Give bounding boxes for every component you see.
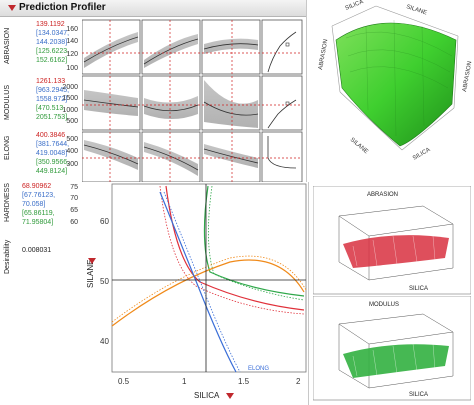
- modulus-prediction: 1261.133: [36, 78, 66, 85]
- tick: 65: [70, 207, 78, 214]
- surface-axis-abrasion-left: ABRASION: [318, 39, 329, 71]
- x-tick: 1: [182, 377, 187, 386]
- tick: 500: [66, 118, 78, 125]
- tick: 500: [66, 136, 78, 143]
- abrasion-pi-high: 152.6162]: [36, 57, 68, 64]
- x-tick: 0.5: [118, 377, 130, 386]
- hardness-ci-low: [67.76123,: [22, 192, 56, 199]
- tick: 160: [66, 26, 78, 33]
- hardness-contour: [111, 259, 305, 327]
- mini-abrasion-xlabel: SILICA: [409, 286, 428, 292]
- modulus-contour: [203, 185, 305, 297]
- collapse-menu-icon[interactable]: [8, 5, 16, 11]
- hardness-values: 68.90962 [67.76123, 70.058] [65.86119, 7…: [22, 182, 55, 227]
- surface-plot-3d[interactable]: SILICA SILANE ABRASION ABRASION SILANE S…: [306, 0, 474, 180]
- mini-surface-panel: ABRASION SILICA MODULUS SILICA: [308, 182, 474, 405]
- surface-axis-silane-bottom: SILANE: [349, 137, 369, 155]
- elong-prediction: 400.3846: [36, 132, 66, 139]
- tick: 120: [66, 51, 78, 58]
- row-label-abrasion: ABRASION: [4, 27, 11, 64]
- hardness-pi-low: [65.86119,: [22, 210, 55, 217]
- y-tick: 40: [100, 337, 109, 346]
- profile-panels: [82, 19, 303, 182]
- tick: 70: [70, 195, 78, 202]
- desirability-value: 0.008031: [22, 247, 52, 254]
- contour-plot[interactable]: ELONG 60 50 40 0.5 1 1.5 2 SILICA: [100, 182, 308, 405]
- abrasion-pi-low: [125.6223,: [36, 48, 70, 55]
- surface-axis-silica-top: SILICA: [345, 0, 365, 12]
- surface-axis-silica-bottom: SILICA: [412, 147, 431, 162]
- modulus-panels: [83, 80, 297, 129]
- modulus-pi-low: [470.513,: [36, 105, 66, 112]
- elong-pi-high: 449.8124]: [36, 168, 68, 175]
- current-value-crosshairs[interactable]: [82, 20, 302, 182]
- mini-abrasion-plot[interactable]: ABRASION SILICA: [313, 186, 471, 296]
- elong-contour-band: [163, 191, 241, 373]
- elong-curve-label: ELONG: [248, 366, 269, 372]
- mini-modulus-surface: [343, 344, 449, 378]
- tick: 1000: [62, 107, 78, 114]
- tick: 2000: [62, 84, 78, 91]
- tick: 60: [70, 219, 78, 226]
- modulus-ci-low: [963.2945,: [36, 87, 70, 94]
- tick: 75: [70, 184, 78, 191]
- elong-ci-low: [381.7644,: [36, 141, 70, 148]
- mini-modulus-plot[interactable]: MODULUS SILICA: [313, 296, 471, 402]
- hardness-pi-high: 71.95804]: [22, 219, 54, 226]
- elong-panels: [83, 136, 297, 176]
- profiler-title-bar: Prediction Profiler: [0, 0, 306, 17]
- tick: 400: [66, 148, 78, 155]
- tick: 1500: [62, 95, 78, 102]
- abrasion-panels: [83, 31, 297, 73]
- tick: 140: [66, 38, 78, 45]
- elong-contour: [159, 191, 237, 373]
- hardness-contour-band: [111, 255, 307, 323]
- surface-axis-abrasion-right: ABRASION: [462, 61, 473, 93]
- y-tick: 60: [100, 217, 109, 226]
- contour-plot-area: [111, 183, 307, 373]
- row-label-desirability: Desirability: [4, 239, 11, 274]
- contour-profiler: ELONG 60 50 40 0.5 1 1.5 2 SILICA: [100, 182, 308, 405]
- window-title: Prediction Profiler: [19, 2, 106, 13]
- abrasion-contour-band: [159, 185, 305, 315]
- elong-ci-high: 419.0048]: [36, 150, 68, 157]
- abrasion-values: 139.1192 [134.0347, 144.2038] [125.6223,…: [36, 20, 69, 65]
- modulus-pi-high: 2051.753]: [36, 114, 68, 121]
- x-tick: 2: [296, 377, 301, 386]
- x-axis-menu-icon[interactable]: [226, 393, 234, 399]
- response-surface: [335, 22, 457, 147]
- contour-x-label: SILICA: [194, 391, 220, 400]
- hardness-prediction: 68.90962: [22, 183, 52, 190]
- modulus-contour-band: [208, 185, 305, 301]
- mini-modulus-xlabel: SILICA: [409, 392, 428, 398]
- profiler-lower-left: HARDNESS Desirability 68.90962 [67.76123…: [0, 182, 100, 312]
- row-label-hardness: HARDNESS: [4, 183, 11, 222]
- tick: 100: [66, 65, 78, 72]
- mini-abrasion-surface: [343, 235, 449, 268]
- mini-modulus-title: MODULUS: [369, 302, 399, 308]
- mini-abrasion-title: ABRASION: [367, 192, 398, 198]
- surface-mesh: [345, 19, 453, 137]
- abrasion-ci-high: 144.2038]: [36, 39, 68, 46]
- y-tick: 50: [100, 277, 109, 286]
- y-axis-menu-icon[interactable]: [88, 258, 96, 264]
- row-label-modulus: MODULUS: [4, 84, 11, 120]
- x-tick: 1.5: [238, 377, 250, 386]
- modulus-ci-high: 1558.972]: [36, 96, 68, 103]
- hardness-ci-high: 70.058]: [22, 201, 46, 208]
- elong-pi-low: [350.9566,: [36, 159, 70, 166]
- row-label-elong: ELONG: [4, 135, 11, 160]
- elong-values: 400.3846 [381.7644, 419.0048] [350.9566,…: [36, 131, 69, 176]
- abrasion-ci-low: [134.0347,: [36, 30, 70, 37]
- modulus-values: 1261.133 [963.2945, 1558.972] [470.513, …: [36, 77, 69, 122]
- tick: 300: [66, 161, 78, 168]
- abrasion-prediction: 139.1192: [36, 21, 65, 28]
- surface-bounding-box: [331, 5, 459, 151]
- surface-axis-silane-top: SILANE: [405, 4, 427, 16]
- prediction-profiler-window: Prediction Profiler ABRASION MODULUS ELO…: [0, 0, 307, 182]
